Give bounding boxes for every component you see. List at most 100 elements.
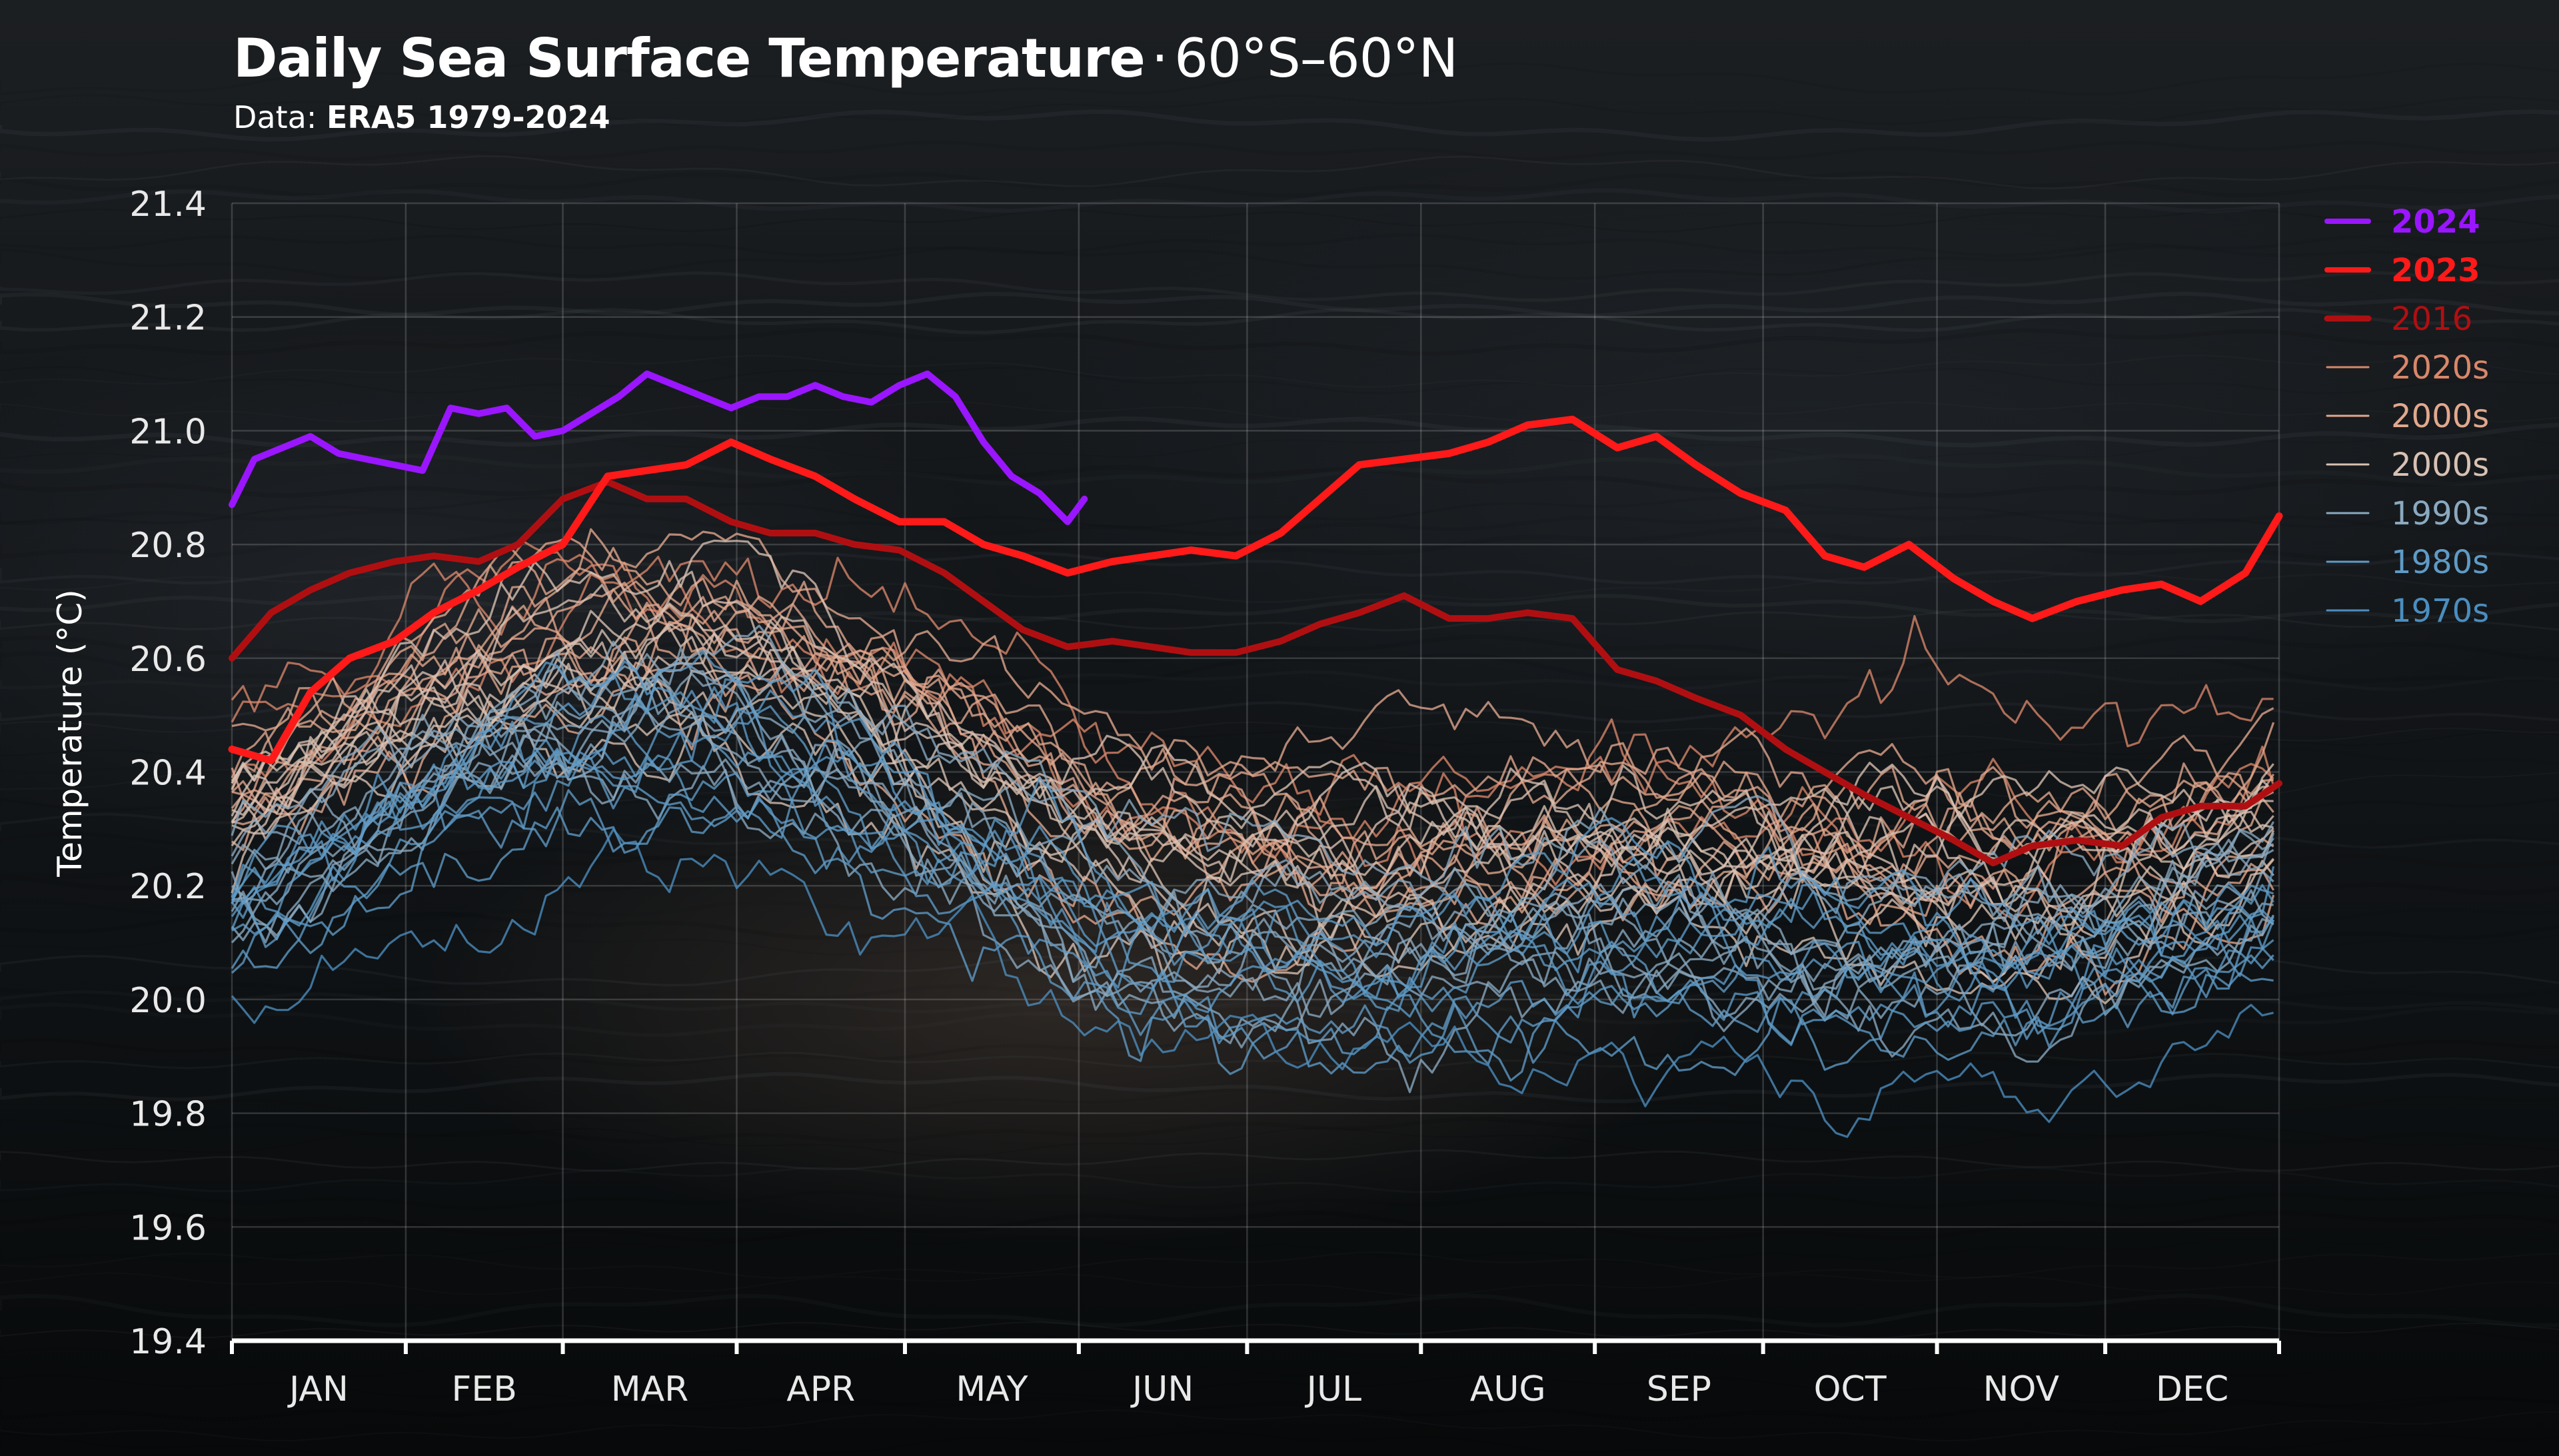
wave-texture <box>0 874 2559 896</box>
legend-item: 2024 <box>2324 203 2480 241</box>
background-series-line <box>231 689 2274 1014</box>
y-axis-label: Temperature (°C) <box>51 589 89 878</box>
background-series-line <box>231 668 2275 958</box>
x-tick-label: FEB <box>452 1369 517 1409</box>
legend-item: 2016 <box>2324 301 2472 338</box>
wave-texture <box>0 1189 2559 1211</box>
wave-texture <box>0 594 2559 624</box>
background-series-line <box>231 584 2274 906</box>
background-series-line <box>231 640 2274 931</box>
wave-texture <box>0 1117 2559 1145</box>
x-tick-label: MAR <box>611 1369 689 1409</box>
wave-texture <box>0 1072 2559 1103</box>
subtitle-source: ERA5 1979-2024 <box>326 99 610 135</box>
legend-item: 2000s <box>2326 398 2489 435</box>
wave-texture <box>0 768 2559 804</box>
x-tick-label: JUN <box>1130 1369 1194 1409</box>
y-tick-label: 21.2 <box>129 299 207 339</box>
y-tick-label: 20.6 <box>129 640 207 680</box>
background-series-line <box>231 646 2274 872</box>
wave-texture <box>0 155 2559 190</box>
wave-texture <box>0 1374 2559 1408</box>
background-series-line <box>231 651 2274 1034</box>
background-series-line <box>231 636 2275 984</box>
title-separator: · <box>1151 27 1168 89</box>
wave-texture <box>0 171 2559 199</box>
wave-texture <box>0 1209 2559 1243</box>
legend-item: 1970s <box>2326 592 2489 630</box>
legend-label: 2000s <box>2391 446 2489 484</box>
wave-texture <box>0 1293 2559 1328</box>
background-series-line <box>231 647 2275 956</box>
wave-texture <box>0 551 2559 585</box>
background-series-line <box>231 772 2274 1062</box>
axes: 21.4 21.2 21.0 20.8 20.6 20.4 20.2 20.0 19.8 19.6… <box>129 185 2281 1409</box>
wave-texture <box>0 608 2559 632</box>
x-tick-label: JAN <box>287 1369 349 1409</box>
wave-texture <box>0 140 2559 161</box>
legend: 2024 2023 2016 2020s 2000s 2000s 1990s 1980s 197… <box>2324 203 2489 630</box>
wave-texture <box>0 233 2559 258</box>
background-series-line <box>231 714 2274 1004</box>
legend-label: 1990s <box>2391 495 2489 532</box>
background-series-line <box>231 570 2274 1005</box>
background-series-line <box>231 631 2274 938</box>
wave-texture <box>0 1409 2559 1442</box>
wave-texture <box>0 720 2559 746</box>
wave-texture <box>0 701 2559 724</box>
x-tick-label: MAY <box>956 1369 1028 1409</box>
legend-item: 2000s <box>2326 446 2489 484</box>
wave-texture <box>0 365 2559 395</box>
wave-texture <box>0 464 2559 498</box>
y-tick-label: 19.4 <box>129 1322 207 1362</box>
wave-texture <box>0 510 2559 536</box>
background-series-line <box>231 608 2274 924</box>
wave-texture <box>0 432 2559 461</box>
background-series-line <box>231 554 2274 839</box>
wave-texture <box>0 795 2559 816</box>
x-tick-label: JUL <box>1305 1369 1361 1409</box>
wave-texture <box>0 1396 2559 1422</box>
wave-texture <box>0 327 2559 357</box>
legend-label: 1980s <box>2391 544 2489 581</box>
wave-texture <box>0 1149 2559 1172</box>
background-series-line <box>231 580 2274 900</box>
background-series-group <box>231 528 2275 1138</box>
subtitle-label: Data: <box>233 99 317 135</box>
background-series-line <box>231 746 2274 1071</box>
x-tick-label: APR <box>786 1369 855 1409</box>
legend-item: 2023 <box>2324 252 2480 289</box>
wave-texture <box>0 651 2559 686</box>
background-series-line <box>231 798 2274 1082</box>
wave-texture <box>0 416 2559 448</box>
legend-label: 2023 <box>2391 252 2480 289</box>
x-tick-label: SEP <box>1647 1369 1711 1409</box>
legend-label: 2020s <box>2391 349 2489 386</box>
legend-item: 1980s <box>2326 544 2489 581</box>
y-tick-label: 19.8 <box>129 1095 207 1135</box>
wave-texture <box>0 854 2559 889</box>
y-tick-label: 19.6 <box>129 1208 207 1248</box>
legend-label: 2000s <box>2391 398 2489 435</box>
wave-texture <box>0 208 2559 233</box>
wave-texture <box>0 1052 2559 1071</box>
x-tick-label: OCT <box>1814 1369 1887 1409</box>
y-tick-label: 21.4 <box>129 185 207 225</box>
legend-label: 2024 <box>2391 203 2480 241</box>
wave-texture <box>0 527 2559 562</box>
series-line-2024 <box>229 370 1088 525</box>
wave-texture <box>0 94 2559 127</box>
chart-subtitle: Data: ERA5 1979-2024 <box>233 97 1457 137</box>
wave-texture <box>0 308 2559 335</box>
y-tick-label: 20.0 <box>129 981 207 1021</box>
title-block: Daily Sea Surface Temperature · 60°S–60°N … <box>233 25 1458 137</box>
y-tick-label: 20.8 <box>129 526 207 566</box>
background-series-line <box>231 539 2274 886</box>
wave-texture <box>0 109 2559 142</box>
series-line-2023 <box>228 415 2283 764</box>
x-tick-label: AUG <box>1470 1369 1546 1409</box>
wave-texture <box>0 245 2559 281</box>
legend-label: 1970s <box>2391 592 2489 630</box>
background-series-line <box>231 720 2275 1040</box>
